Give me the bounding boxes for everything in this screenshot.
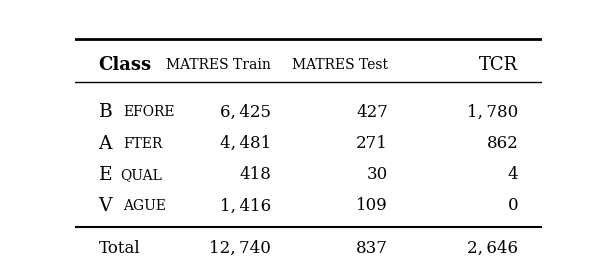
Text: 837: 837 [356,240,388,257]
Text: MATRES Test: MATRES Test [292,58,388,72]
Text: 418: 418 [240,166,272,183]
Text: 109: 109 [356,197,388,214]
Text: A: A [99,135,112,153]
Text: 4, 481: 4, 481 [220,135,272,152]
Text: AGUE: AGUE [123,199,166,213]
Text: 862: 862 [487,135,518,152]
Text: 4: 4 [508,166,518,183]
Text: MATRES Train: MATRES Train [166,58,272,72]
Text: 6, 425: 6, 425 [220,104,272,121]
Text: Class: Class [99,56,152,74]
Text: E: E [99,166,112,184]
Text: EFORE: EFORE [123,106,175,119]
Text: 0: 0 [508,197,518,214]
Text: 2, 646: 2, 646 [468,240,518,257]
Text: QUAL: QUAL [120,168,163,182]
Text: V: V [99,197,112,215]
Text: 427: 427 [356,104,388,121]
Text: 271: 271 [356,135,388,152]
Text: B: B [99,103,113,122]
Text: 12, 740: 12, 740 [209,240,272,257]
Text: 1, 416: 1, 416 [220,197,272,214]
Text: Total: Total [99,240,140,257]
Text: TCR: TCR [479,56,518,74]
Text: 1, 780: 1, 780 [467,104,518,121]
Text: FTER: FTER [123,137,162,151]
Text: 30: 30 [367,166,388,183]
